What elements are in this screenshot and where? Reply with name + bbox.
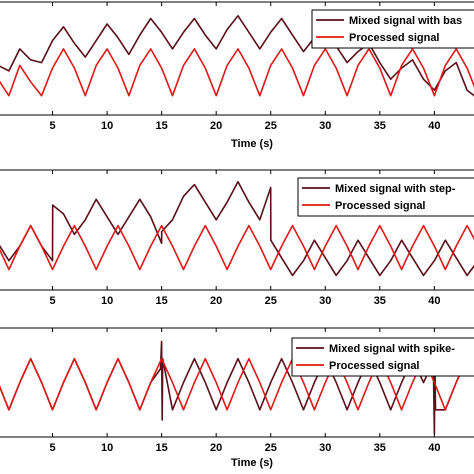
x-tick-label: 25 [265,120,277,132]
series-line-processed [0,357,474,411]
series-line-processed [0,48,474,97]
axes-frame [0,1,474,116]
legend-label: Mixed signal with spike- [329,343,455,355]
x-tick-label: 5 [49,295,55,307]
axes-frame [0,327,474,438]
legend-label: Processed signal [335,200,426,212]
x-tick-label: 40 [428,442,440,454]
legend-label: Processed signal [329,360,420,372]
x-tick-label: 20 [210,120,222,132]
x-tick-label: 30 [319,295,331,307]
x-tick-label: 5 [49,442,55,454]
x-tick-label: 40 [428,120,440,132]
series-line-processed [0,224,474,271]
x-tick-label: 5 [49,120,55,132]
x-tick-label: 40 [428,295,440,307]
axes-frame [0,169,474,291]
legend-label: Mixed signal with bas [349,15,462,27]
x-tick-label: 25 [265,442,277,454]
x-tick-label: 10 [101,120,113,132]
chart-panel-3: 5 10 15 20 25 30 35 40 Time (s) Mixed signal with… [0,327,474,469]
x-tick-label: 20 [210,295,222,307]
x-tick-label: 20 [210,442,222,454]
series-line-mixed [0,180,474,277]
x-tick-label: 30 [319,442,331,454]
legend-box [297,177,474,217]
x-tick-label: 15 [156,295,168,307]
chart-panel-1: 5 10 15 20 25 30 35 40 Time (s) Mixed signal with… [0,1,474,150]
x-axis-label: Time (s) [231,138,273,150]
x-tick-label: 15 [156,442,168,454]
x-tick-label: 10 [101,295,113,307]
legend-label: Mixed signal with step- [335,183,456,195]
legend-box [311,9,474,49]
x-tick-label: 35 [374,120,386,132]
series-line-mixed [0,15,474,97]
x-tick-label: 35 [374,442,386,454]
x-axis-label: Time (s) [231,457,273,469]
x-tick-label: 25 [265,295,277,307]
x-tick-label: 10 [101,442,113,454]
x-tick-label: 35 [374,295,386,307]
x-tick-label: 15 [156,120,168,132]
chart-panel-2: 5 10 15 20 25 30 35 40 Mixed signal with step- Pr… [0,169,474,307]
x-tick-label: 30 [319,120,331,132]
legend-box [291,337,474,377]
legend-label: Processed signal [349,32,440,44]
